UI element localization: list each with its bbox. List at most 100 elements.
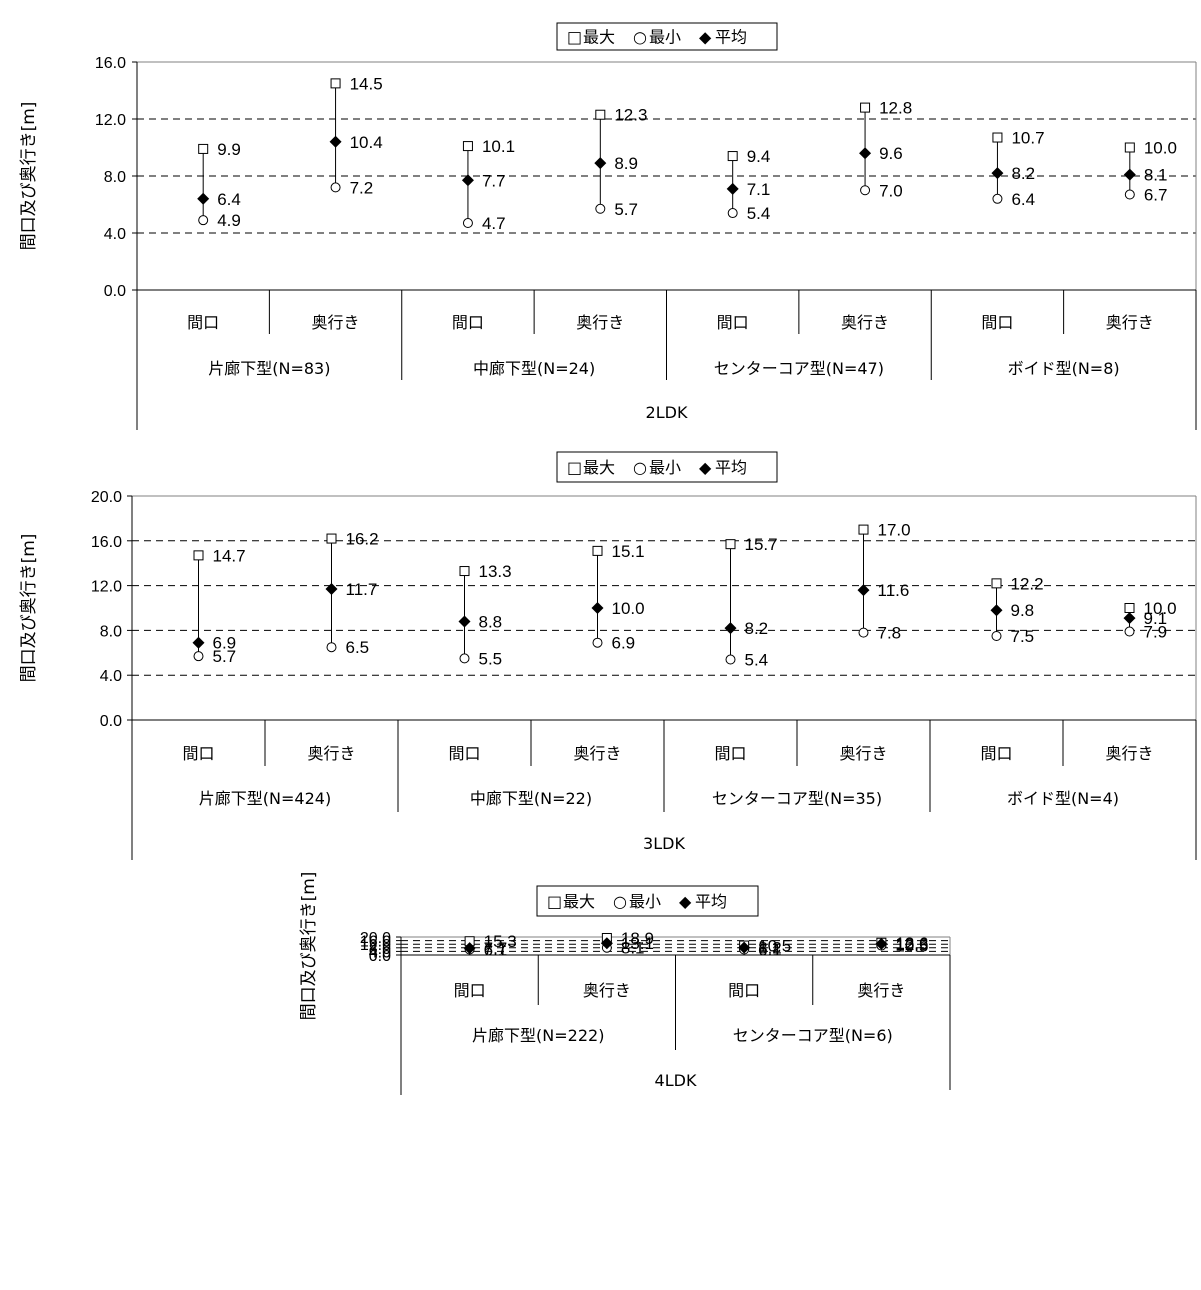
max-value-label: 12.2 xyxy=(1011,574,1044,593)
legend-max-symbol: □ xyxy=(547,892,562,911)
max-value-label: 10.7 xyxy=(1011,129,1044,148)
max-value-label: 18.9 xyxy=(621,929,654,948)
min-marker xyxy=(198,215,209,226)
x-category-label: 奥行き xyxy=(857,981,905,1000)
y-tick-label: 4.0 xyxy=(369,944,391,961)
y-tick-label: 0.0 xyxy=(100,713,122,730)
min-value-label: 4.9 xyxy=(217,211,241,230)
y-axis-title: 間口及び奥行き[m] xyxy=(19,534,39,683)
max-value-label: 9.9 xyxy=(217,140,241,159)
legend-avg-label: 平均 xyxy=(715,28,747,47)
max-value-label: 17.0 xyxy=(878,521,911,540)
legend-box xyxy=(536,885,759,917)
max-marker xyxy=(592,545,603,556)
x-category-label: 奥行き xyxy=(573,744,621,763)
avg-marker xyxy=(458,615,471,628)
max-value-label: 14.7 xyxy=(213,546,246,565)
min-value-label: 5.4 xyxy=(745,651,769,670)
min-value-label: 7.8 xyxy=(878,624,902,643)
x-category-label: 間口 xyxy=(714,744,746,763)
max-value-label: 12.8 xyxy=(879,99,912,118)
max-value-label: 12.3 xyxy=(614,106,647,125)
avg-value-label: 8.2 xyxy=(1011,164,1035,183)
legend-min-label: 最小 xyxy=(649,458,681,477)
x-category-label: 間口 xyxy=(448,744,480,763)
min-marker xyxy=(330,182,341,193)
max-marker xyxy=(462,141,473,152)
min-marker xyxy=(459,653,470,664)
avg-value-label: 6.9 xyxy=(213,634,237,653)
avg-marker xyxy=(325,582,338,595)
max-marker xyxy=(330,78,341,89)
legend-avg-symbol: ◆ xyxy=(699,458,712,477)
legend-max-symbol: □ xyxy=(567,28,582,47)
legend-avg-label: 平均 xyxy=(695,892,727,911)
x-group-label: センターコア型(N=6) xyxy=(733,1026,893,1045)
chart-3LDK: □ 最大 ○ 最小 ◆ 平均 0.0 4.0 8.0 12.0 16.0 20.0 間口 奥行き 間口 奥行き… xyxy=(7,437,1197,861)
x-group-label: ボイド型(N=4) xyxy=(1007,789,1119,808)
chart-area xyxy=(7,437,1195,861)
x-layout-label: 2LDK xyxy=(646,403,688,422)
x-category-label: 奥行き xyxy=(841,313,889,332)
x-group-label: センターコア型(N=47) xyxy=(714,359,884,378)
min-value-label: 7.0 xyxy=(879,181,903,200)
y-tick-label: 4.0 xyxy=(104,226,126,243)
max-value-label: 10.1 xyxy=(482,137,515,156)
x-layout-label: 4LDK xyxy=(655,1071,697,1090)
y-tick-label: 12.0 xyxy=(91,579,122,596)
avg-marker xyxy=(724,622,737,635)
x-group-label: 片廊下型(N=424) xyxy=(199,789,331,808)
avg-value-label: 6.4 xyxy=(217,190,241,209)
min-value-label: 6.4 xyxy=(1011,190,1035,209)
x-category-label: 奥行き xyxy=(576,313,624,332)
legend-max-label: 最大 xyxy=(583,28,615,47)
max-marker xyxy=(858,524,869,535)
min-marker xyxy=(1124,626,1135,637)
x-group-label: 中廊下型(N=24) xyxy=(473,359,595,378)
y-tick-label: 12.0 xyxy=(360,937,391,954)
min-marker xyxy=(462,218,473,229)
min-value-label: 5.7 xyxy=(213,647,237,666)
min-marker xyxy=(595,203,606,214)
max-marker xyxy=(992,132,1003,143)
min-marker xyxy=(992,193,1003,204)
avg-marker xyxy=(1123,168,1136,181)
avg-value-label: 8.2 xyxy=(758,939,782,958)
legend-avg-symbol: ◆ xyxy=(699,28,712,47)
y-tick-label: 16.0 xyxy=(360,934,391,951)
min-marker xyxy=(991,631,1002,641)
max-value-label: 13.6 xyxy=(895,934,928,953)
min-value-label: 10.5 xyxy=(895,937,928,956)
avg-marker xyxy=(990,604,1003,617)
x-category-label: 奥行き xyxy=(307,744,355,763)
legend-box xyxy=(556,451,778,483)
avg-marker xyxy=(197,192,210,205)
max-value-label: 9.4 xyxy=(747,147,771,166)
x-category-label: 間口 xyxy=(182,744,214,763)
x-category-label: 間口 xyxy=(187,313,219,332)
min-value-label: 6.5 xyxy=(346,638,370,657)
min-marker xyxy=(1124,189,1135,200)
max-marker xyxy=(459,566,470,577)
min-value-label: 7.2 xyxy=(350,178,374,197)
avg-value-label: 7.1 xyxy=(747,180,771,199)
y-tick-label: 0.0 xyxy=(369,948,391,965)
y-tick-label: 20.0 xyxy=(360,930,391,947)
chart-4LDK: □ 最大 ○ 最小 ◆ 平均 0.04.08.012.016.020.0 間口 奥行き 間口 奥行き… xyxy=(287,872,957,1285)
y-axis-title: 間口及び奥行き[m] xyxy=(19,102,39,251)
x-category-label: 奥行き xyxy=(1106,313,1154,332)
x-category-label: 奥行き xyxy=(839,744,887,763)
avg-value-label: 7.7 xyxy=(482,171,506,190)
min-value-label: 6.1 xyxy=(484,941,508,960)
x-category-label: 奥行き xyxy=(312,313,360,332)
avg-value-label: 9.1 xyxy=(1144,609,1168,628)
legend-min-symbol: ○ xyxy=(613,892,627,911)
legend-avg-symbol: ◆ xyxy=(679,892,692,911)
legend-box xyxy=(556,22,778,51)
y-tick-label: 20.0 xyxy=(91,489,122,506)
avg-value-label: 8.1 xyxy=(1144,166,1168,185)
x-layout-label: 3LDK xyxy=(643,834,685,853)
legend-min-label: 最小 xyxy=(649,28,681,47)
max-marker xyxy=(326,533,337,544)
